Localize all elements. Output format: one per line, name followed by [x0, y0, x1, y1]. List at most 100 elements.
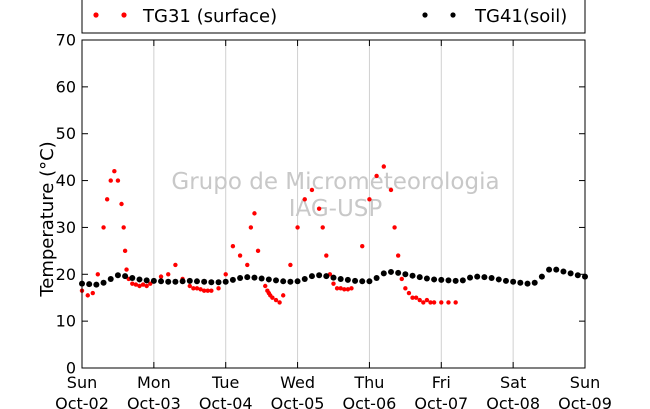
data-point: [229, 276, 236, 283]
data-point: [122, 273, 129, 280]
data-point: [309, 187, 315, 193]
data-point: [216, 286, 221, 291]
data-point: [524, 280, 531, 287]
series-surface: [79, 164, 458, 305]
data-point: [316, 272, 323, 279]
data-point: [467, 274, 474, 281]
data-point: [338, 286, 343, 291]
data-point: [374, 173, 379, 179]
data-point: [270, 295, 275, 300]
data-point: [165, 278, 172, 285]
data-point: [431, 300, 437, 305]
data-point: [187, 283, 192, 289]
data-point: [277, 300, 282, 305]
x-tick-label-day: Sun: [67, 373, 97, 392]
data-point: [553, 266, 560, 273]
data-point: [349, 286, 354, 291]
y-tick-label: 30: [56, 218, 76, 237]
grid: [153, 40, 514, 368]
data-point: [495, 276, 502, 283]
data-point: [237, 275, 244, 282]
legend-marker-surface: [121, 12, 127, 18]
data-point: [158, 274, 164, 279]
data-point: [510, 278, 517, 285]
data-point: [342, 287, 347, 292]
data-point: [114, 272, 121, 279]
data-point: [344, 276, 351, 283]
data-point: [410, 295, 415, 300]
x-tick-label-day: Thu: [353, 373, 384, 392]
data-point: [360, 243, 365, 249]
data-point: [263, 283, 268, 289]
data-point: [258, 275, 265, 282]
data-point: [301, 275, 308, 282]
data-point: [255, 248, 261, 254]
data-point: [143, 277, 150, 284]
data-point: [223, 272, 228, 277]
data-point: [130, 281, 135, 286]
x-tick-label-date: Oct-02: [55, 394, 109, 409]
data-point: [85, 293, 90, 298]
data-point: [119, 201, 124, 207]
data-point: [567, 270, 574, 277]
data-point: [387, 268, 394, 275]
data-point: [222, 278, 229, 285]
data-point: [137, 283, 142, 289]
data-point: [136, 276, 143, 283]
data-point: [108, 178, 113, 183]
data-point: [208, 279, 215, 286]
legend-box: [81, 0, 586, 34]
y-tick-label: 40: [56, 171, 76, 190]
data-point: [424, 297, 430, 303]
data-point: [230, 243, 236, 249]
data-point: [148, 281, 153, 286]
data-point: [101, 225, 106, 230]
data-point: [406, 290, 412, 296]
data-point: [445, 277, 452, 284]
data-point: [244, 274, 251, 281]
y-axis-label: Temperature (°C): [37, 141, 58, 297]
data-point: [517, 279, 524, 286]
data-point: [201, 278, 208, 285]
data-point: [459, 277, 466, 284]
data-point: [179, 278, 186, 285]
data-point: [337, 275, 344, 282]
data-point: [399, 276, 404, 282]
data-point: [280, 278, 287, 285]
y-tick-label: 60: [56, 77, 76, 96]
legend-label-surface: TG31 (surface): [142, 6, 277, 27]
axis-ticks: 0 10 20 30 40 50 60 70 Sun Oct-02 Mon Oct-03 Tue Oct-…: [55, 31, 612, 409]
data-point: [453, 300, 458, 305]
data-point: [402, 271, 409, 278]
data-point: [166, 272, 171, 277]
x-tick-label-date: Oct-08: [486, 394, 540, 409]
data-point: [172, 278, 179, 285]
data-point: [107, 275, 114, 282]
data-point: [403, 286, 408, 291]
data-point: [194, 286, 200, 291]
data-point: [481, 274, 488, 281]
data-point: [129, 275, 136, 282]
data-point: [502, 277, 509, 284]
data-point: [308, 273, 315, 280]
y-tick-label: 70: [56, 31, 76, 50]
legend-marker-soil: [450, 12, 456, 18]
data-point: [446, 300, 451, 305]
data-point: [193, 278, 200, 285]
data-point: [395, 253, 401, 258]
x-tick-label-date: Oct-09: [558, 394, 612, 409]
data-point: [86, 281, 93, 288]
data-point: [90, 290, 95, 296]
x-tick-label-date: Oct-04: [199, 394, 253, 409]
y-tick-label: 10: [56, 312, 76, 331]
data-point: [133, 282, 139, 287]
data-point: [373, 275, 380, 282]
data-point: [352, 277, 359, 284]
x-tick-label-date: Oct-05: [271, 394, 325, 409]
data-point: [488, 275, 495, 282]
data-point: [334, 286, 340, 291]
data-point: [288, 262, 293, 268]
watermark: Grupo de Micrometeorologia IAG-USP: [171, 169, 499, 222]
data-point: [323, 273, 330, 280]
data-point: [93, 281, 100, 288]
